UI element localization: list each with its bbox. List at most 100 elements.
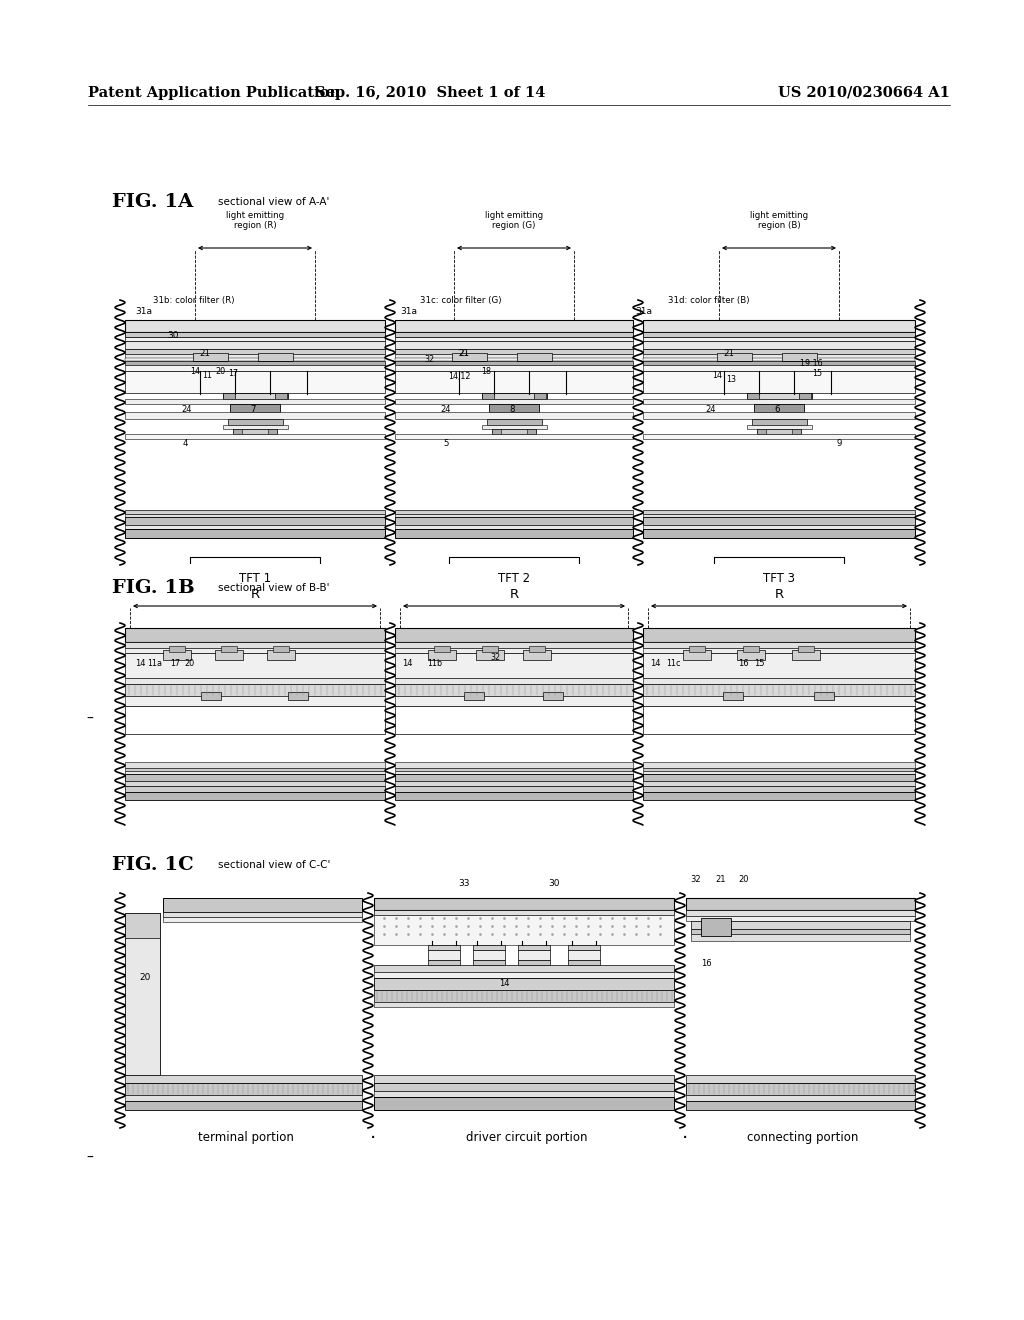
Bar [125,517,385,525]
Bar [374,1082,674,1092]
Text: 16: 16 [737,659,749,668]
Text: 14: 14 [650,659,660,668]
Bar [529,645,545,652]
Bar [643,706,915,734]
Text: 21: 21 [459,350,469,359]
Bar [643,684,915,696]
Bar [492,429,536,434]
Bar [428,945,460,950]
Bar [691,921,910,929]
Text: terminal portion: terminal portion [198,1131,294,1144]
Bar [643,360,915,366]
Bar [125,913,160,939]
Bar [125,366,385,371]
Bar [476,649,504,660]
Bar [223,393,288,399]
Text: 24: 24 [706,404,716,413]
Bar [643,762,915,768]
Text: 17: 17 [228,370,238,379]
Bar [125,358,385,360]
Text: 19 16: 19 16 [800,359,822,368]
Bar [125,341,385,348]
Bar [473,960,505,965]
Bar [125,412,385,418]
Text: 30: 30 [167,331,179,341]
Bar [395,781,633,785]
Bar [792,429,801,434]
Bar [534,393,546,399]
Bar [517,352,552,360]
Bar [125,913,160,1074]
Bar [395,762,633,768]
Bar [395,774,633,781]
Bar [482,393,547,399]
Text: FIG. 1C: FIG. 1C [112,855,194,874]
Bar [643,792,915,800]
Text: 32: 32 [489,653,500,663]
Text: driver circuit portion: driver circuit portion [466,1131,588,1144]
Bar [125,510,385,513]
Text: FIG. 1A: FIG. 1A [112,193,194,211]
Text: 14: 14 [190,367,200,376]
Bar [691,929,910,935]
Bar [395,771,633,774]
Bar [223,425,288,429]
Bar [686,1082,915,1096]
Bar [686,898,915,909]
Bar [473,945,505,950]
Bar [643,371,915,393]
Bar [523,649,551,660]
Bar [643,333,915,337]
Text: light emitting
region (G): light emitting region (G) [485,211,543,230]
Bar [487,418,542,425]
Bar [395,525,633,529]
Text: 15: 15 [812,370,822,379]
Bar [395,628,633,642]
Bar [125,642,385,648]
Bar [395,358,633,360]
Bar [568,945,600,950]
Text: 31d: color filter (B): 31d: color filter (B) [668,296,750,305]
Bar [686,909,915,916]
Text: R: R [251,587,259,601]
Bar [643,513,915,517]
Bar [643,529,915,539]
Bar [125,319,385,333]
Bar [643,785,915,792]
Text: 7: 7 [250,404,256,413]
Bar [273,645,289,652]
Bar [233,429,242,434]
Text: 13: 13 [726,375,736,384]
Bar [492,429,501,434]
Bar [643,525,915,529]
Bar [125,348,385,354]
Text: 31a: 31a [635,308,652,317]
Bar [757,429,766,434]
Bar [221,645,237,652]
Bar [125,792,385,800]
Bar [686,1101,915,1110]
Bar [799,393,811,399]
Bar [691,935,910,941]
Bar [395,696,633,706]
Bar [230,404,280,412]
Bar [125,529,385,539]
Bar [223,393,234,399]
Bar [482,393,494,399]
Bar [374,972,674,978]
Bar [395,337,633,341]
Bar [228,418,283,425]
Text: Patent Application Publication: Patent Application Publication [88,86,340,100]
Bar [746,393,812,399]
Bar [643,341,915,348]
Bar [163,898,362,912]
Text: 31a: 31a [135,308,152,317]
Bar [233,429,278,434]
Bar [643,517,915,525]
Bar [643,358,915,360]
Bar [395,517,633,525]
Text: 32: 32 [690,875,701,884]
Bar [125,525,385,529]
Bar [125,648,385,653]
Bar [746,393,759,399]
